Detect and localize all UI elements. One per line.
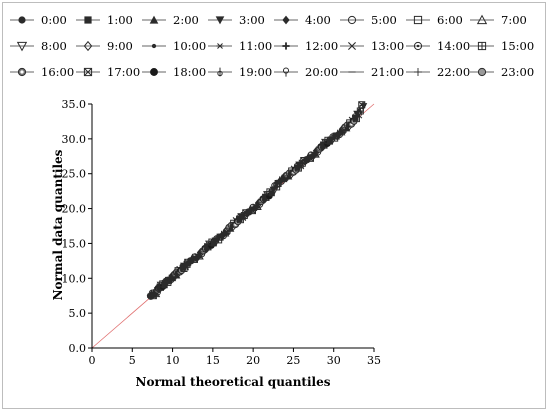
y-tick-label: 0.0: [69, 342, 87, 355]
legend-item-4-00: 4:00: [274, 13, 331, 27]
legend-marker-icon: [149, 15, 159, 24]
data-points: [146, 101, 368, 300]
legend-item-22-00: 22:00: [406, 65, 470, 79]
legend-label: 22:00: [437, 65, 470, 79]
legend-marker-icon: [477, 41, 487, 51]
legend-label: 3:00: [239, 13, 265, 27]
legend-label: 12:00: [305, 39, 338, 53]
legend-item-0-00: 0:00: [10, 13, 67, 27]
legend-item-9-00: 9:00: [76, 39, 133, 53]
legend-label: 13:00: [371, 39, 404, 53]
legend-label: 11:00: [239, 39, 272, 53]
x-tick-label: 10: [166, 354, 180, 367]
legend-marker-icon: [282, 42, 290, 50]
legend-item-13-00: 13:00: [340, 39, 404, 53]
legend-item-18-00: 18:00: [142, 65, 206, 79]
y-tick-label: 35.0: [62, 98, 87, 111]
y-tick-label: 15.0: [62, 237, 87, 250]
x-tick-label: 30: [327, 354, 341, 367]
x-tick-label: 35: [367, 354, 381, 367]
legend-item-20-00: 20:00: [274, 65, 338, 79]
legend-item-2-00: 2:00: [142, 13, 199, 27]
legend-item-8-00: 8:00: [10, 39, 67, 53]
legend-item-23-00: 23:00: [470, 65, 534, 79]
legend-marker-icon: [477, 67, 487, 77]
legend-label: 1:00: [107, 13, 133, 27]
legend-item-21-00: 21:00: [340, 65, 404, 79]
legend-marker-icon: [150, 68, 158, 76]
x-axis-title: Normal theoretical quantiles: [136, 375, 331, 389]
x-tick-label: 25: [286, 354, 300, 367]
legend-item-5-00: 5:00: [340, 13, 397, 27]
legend-marker-icon: [83, 67, 93, 77]
x-tick-label: 0: [89, 354, 96, 367]
legend-marker-icon: [347, 15, 357, 25]
legend-item-3-00: 3:00: [208, 13, 265, 27]
legend-label: 9:00: [107, 39, 133, 53]
y-tick-label: 5.0: [69, 307, 87, 320]
legend-marker-icon: [348, 42, 356, 50]
legend-marker-icon: [17, 67, 27, 77]
legend-label: 7:00: [501, 13, 527, 27]
legend-marker-icon: [413, 41, 423, 51]
legend-item-6-00: 6:00: [406, 13, 463, 27]
y-tick-label: 30.0: [62, 133, 87, 146]
legend-marker-icon: [215, 16, 225, 25]
legend-marker-icon: [16, 41, 28, 52]
legend-marker-icon: [414, 68, 422, 76]
legend-marker-icon: [216, 43, 224, 49]
legend-label: 0:00: [41, 13, 67, 27]
legend-marker-icon: [476, 14, 488, 25]
legend-marker-icon: [151, 43, 157, 49]
legend-label: 20:00: [305, 65, 338, 79]
legend-label: 18:00: [173, 65, 206, 79]
legend-label: 10:00: [173, 39, 206, 53]
legend-marker-icon: [18, 16, 26, 24]
legend-marker-icon: [282, 15, 290, 25]
y-tick-label: 10.0: [62, 272, 87, 285]
figure-frame: [2, 2, 546, 409]
legend-label: 16:00: [41, 65, 74, 79]
legend-item-12-00: 12:00: [274, 39, 338, 53]
legend-item-10-00: 10:00: [142, 39, 206, 53]
legend-item-11-00: 11:00: [208, 39, 272, 53]
legend-label: 15:00: [501, 39, 534, 53]
legend-label: 2:00: [173, 13, 199, 27]
legend-label: 6:00: [437, 13, 463, 27]
y-tick-label: 20.0: [62, 203, 87, 216]
legend-item-16-00: 16:00: [10, 65, 74, 79]
legend-label: 23:00: [501, 65, 534, 79]
legend-label: 21:00: [371, 65, 404, 79]
legend-item-17-00: 17:00: [76, 65, 140, 79]
legend-label: 14:00: [437, 39, 470, 53]
x-tick-label: 20: [246, 354, 260, 367]
y-tick-label: 25.0: [62, 168, 87, 181]
y-axis-title: Normal data quantiles: [51, 149, 65, 300]
legend-item-14-00: 14:00: [406, 39, 470, 53]
legend-item-19-00: 19:00: [208, 65, 272, 79]
data-point: [358, 101, 368, 110]
legend-item-15-00: 15:00: [470, 39, 534, 53]
legend-label: 4:00: [305, 13, 331, 27]
legend-marker-icon: [413, 15, 423, 25]
legend-marker-icon: [84, 16, 92, 24]
x-tick-label: 15: [206, 354, 220, 367]
axes: 0 5 10 15 20 25 30 35 0.0 5.0 10.0 15.0 20.0 25.0 30.0…: [62, 98, 382, 367]
legend-label: 17:00: [107, 65, 140, 79]
legend-marker-icon: [217, 67, 223, 77]
legend-item-7-00: 7:00: [470, 13, 527, 27]
legend-label: 5:00: [371, 13, 397, 27]
legend-label: 19:00: [239, 65, 272, 79]
legend-marker-icon: [83, 40, 93, 52]
legend-label: 8:00: [41, 39, 67, 53]
legend: 0:00 1:00 2:00 3:00 4:00 5:00 6:00 7:00 8:00 9:00…: [10, 13, 534, 79]
legend-item-1-00: 1:00: [76, 13, 133, 27]
legend-marker-icon: [282, 67, 290, 77]
x-tick-label: 5: [129, 354, 136, 367]
